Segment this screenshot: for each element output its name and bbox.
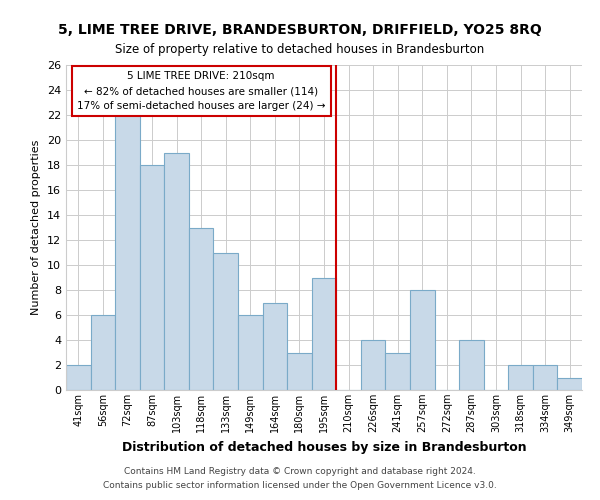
Bar bbox=[164, 152, 189, 390]
Y-axis label: Number of detached properties: Number of detached properties bbox=[31, 140, 41, 315]
Bar bbox=[385, 352, 410, 390]
Bar bbox=[361, 340, 385, 390]
Bar bbox=[287, 352, 312, 390]
Bar bbox=[91, 315, 115, 390]
Text: Contains public sector information licensed under the Open Government Licence v3: Contains public sector information licen… bbox=[103, 481, 497, 490]
Bar bbox=[459, 340, 484, 390]
X-axis label: Distribution of detached houses by size in Brandesburton: Distribution of detached houses by size … bbox=[122, 440, 526, 454]
Bar bbox=[214, 252, 238, 390]
Text: Contains HM Land Registry data © Crown copyright and database right 2024.: Contains HM Land Registry data © Crown c… bbox=[124, 467, 476, 476]
Bar bbox=[557, 378, 582, 390]
Bar bbox=[508, 365, 533, 390]
Bar bbox=[263, 302, 287, 390]
Bar bbox=[140, 165, 164, 390]
Bar bbox=[115, 115, 140, 390]
Text: Size of property relative to detached houses in Brandesburton: Size of property relative to detached ho… bbox=[115, 42, 485, 56]
Text: 5, LIME TREE DRIVE, BRANDESBURTON, DRIFFIELD, YO25 8RQ: 5, LIME TREE DRIVE, BRANDESBURTON, DRIFF… bbox=[58, 22, 542, 36]
Text: 5 LIME TREE DRIVE: 210sqm
← 82% of detached houses are smaller (114)
17% of semi: 5 LIME TREE DRIVE: 210sqm ← 82% of detac… bbox=[77, 71, 325, 111]
Bar bbox=[238, 315, 263, 390]
Bar bbox=[66, 365, 91, 390]
Bar bbox=[189, 228, 214, 390]
Bar bbox=[410, 290, 434, 390]
Bar bbox=[533, 365, 557, 390]
Bar bbox=[312, 278, 336, 390]
